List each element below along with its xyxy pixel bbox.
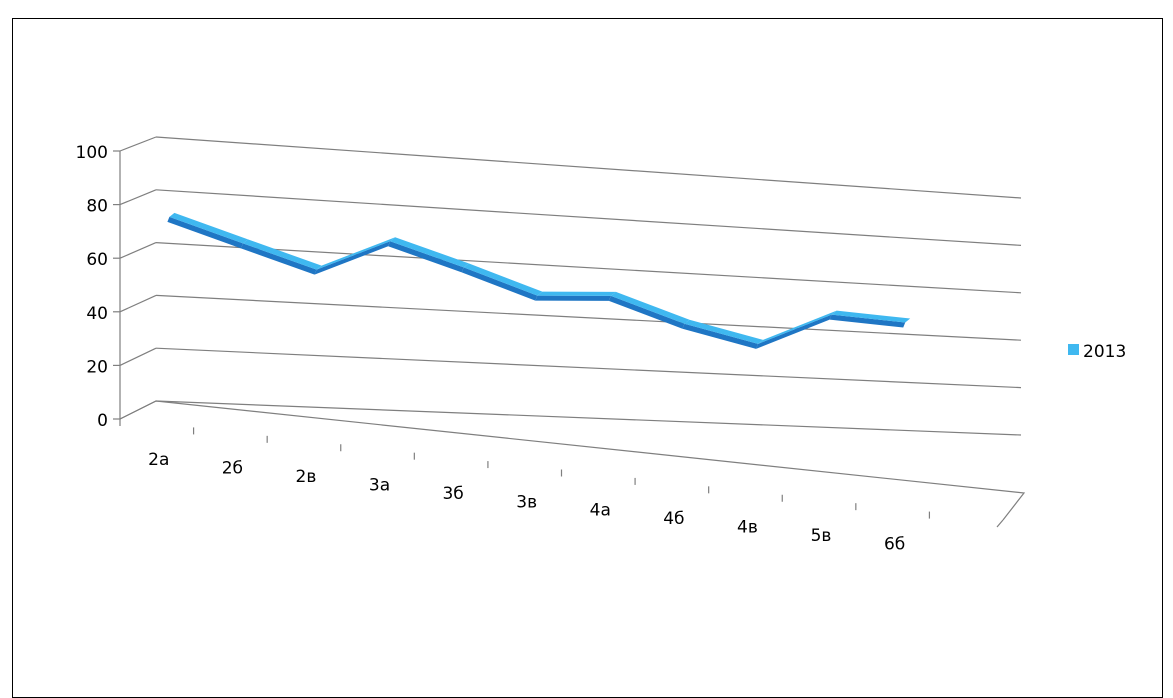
- legend: 2013: [1068, 342, 1126, 362]
- axes: [113, 151, 1024, 527]
- ribbon-side-segment: [756, 315, 832, 349]
- x-tick-label: 3а: [369, 475, 390, 495]
- y-tick-label: 0: [97, 411, 108, 431]
- ribbon-top-segment: [390, 237, 469, 267]
- gridlines: [120, 137, 1021, 435]
- ribbon-top-segment: [243, 239, 322, 269]
- side-gridline-20: [120, 348, 156, 365]
- ribbon-side-segment: [535, 296, 611, 301]
- ribbon-top-segment: [317, 237, 396, 269]
- x-tick-label: 3в: [516, 492, 537, 512]
- x-tick-label: 3б: [442, 484, 463, 504]
- ribbon-side-segment: [241, 243, 317, 274]
- side-gridline-80: [120, 190, 156, 205]
- x-tick-label: 4б: [663, 509, 684, 529]
- gridline-80: [156, 190, 1021, 246]
- chart-plot: 0 20 40 60 80 100 2а 2б 2в 3а 3б 3в 4а 4б 4в 5в 6б 2013: [13, 19, 1164, 687]
- x-tick-labels: 2а 2б 2в 3а 3б 3в 4а 4б 4в 5в 6б: [148, 450, 905, 554]
- y-tick-label: 40: [86, 304, 108, 324]
- y-tick-label: 100: [76, 143, 108, 163]
- gridline-60: [156, 243, 1021, 293]
- side-gridline-60: [120, 243, 156, 259]
- x-tick-label: 2а: [148, 450, 169, 470]
- ribbon-top-segment: [464, 263, 543, 295]
- series-ribbon: [167, 213, 910, 349]
- y-tick-labels: 0 20 40 60 80 100: [76, 143, 108, 431]
- chart-frame: 0 20 40 60 80 100 2а 2б 2в 3а 3б 3в 4а 4б 4в 5в 6б 2013: [12, 18, 1163, 698]
- floor-corner: [997, 520, 1003, 527]
- ribbon-top-segment: [537, 292, 616, 296]
- legend-label-2013: 2013: [1083, 342, 1126, 362]
- ribbon-side-segment: [462, 267, 538, 300]
- x-tick-label: 4а: [590, 501, 611, 521]
- x-tick-label: 6б: [884, 534, 905, 554]
- x-tick-label: 4в: [737, 518, 758, 538]
- ribbon-side-segment: [315, 241, 391, 274]
- x-tick-label: 5в: [811, 526, 832, 546]
- y-tick-label: 60: [86, 250, 108, 270]
- x-tick-label: 2б: [222, 459, 243, 479]
- ribbon-top-segment: [169, 213, 248, 244]
- side-gridline-100: [120, 137, 156, 151]
- floor-outline: [120, 401, 1024, 520]
- gridline-0: [156, 401, 1021, 435]
- y-tick-label: 20: [86, 357, 108, 377]
- legend-swatch: [1068, 344, 1079, 355]
- side-gridline-40: [120, 295, 156, 311]
- x-tick-label: 2в: [296, 467, 317, 487]
- gridline-100: [156, 137, 1021, 198]
- y-tick-label: 80: [86, 197, 108, 217]
- ribbon-side-segment: [609, 296, 685, 329]
- gridline-20: [156, 348, 1021, 387]
